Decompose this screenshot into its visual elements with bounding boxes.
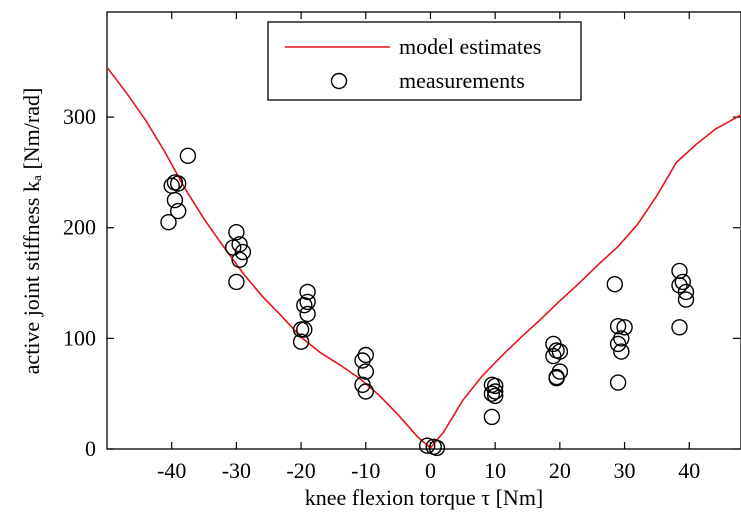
measurement-point bbox=[357, 383, 374, 400]
measurement-point bbox=[671, 277, 688, 294]
measurement-point bbox=[357, 363, 374, 380]
x-tick-label: -10 bbox=[351, 458, 380, 483]
measurement-point bbox=[483, 408, 501, 426]
legend-box bbox=[267, 21, 582, 101]
y-tick-label: 200 bbox=[63, 215, 96, 240]
axes-frame bbox=[106, 11, 741, 450]
measurement-point bbox=[677, 283, 695, 301]
measurement-point bbox=[299, 293, 316, 311]
measurement-point bbox=[606, 276, 623, 293]
measurement-point bbox=[354, 352, 371, 369]
measurement-point bbox=[677, 291, 695, 308]
measurement-point bbox=[548, 370, 565, 387]
y-tick-labels: 0 100 200 300 bbox=[63, 104, 96, 461]
legend-circle-swatch bbox=[330, 72, 348, 90]
measurement-point bbox=[179, 147, 197, 165]
measurement-point bbox=[487, 377, 504, 395]
measurement-point bbox=[299, 283, 316, 301]
x-tick-label: 10 bbox=[484, 458, 506, 483]
tick-marks bbox=[107, 12, 740, 450]
measurement-point bbox=[674, 273, 691, 291]
legend-label-model: model estimates bbox=[399, 34, 541, 59]
x-tick-label: 40 bbox=[678, 458, 700, 483]
x-tick-label: -20 bbox=[286, 458, 315, 483]
plot-frame bbox=[106, 11, 741, 450]
measurement-point bbox=[613, 343, 630, 360]
x-tick-label: 0 bbox=[425, 458, 436, 483]
y-tick-label: 0 bbox=[85, 436, 96, 461]
measurement-point bbox=[292, 333, 310, 350]
measurement-point bbox=[234, 243, 252, 261]
measurement-point bbox=[228, 273, 245, 291]
measurement-point bbox=[548, 368, 565, 386]
y-axis-title: active joint stiffness kₐ [Nm/rad] bbox=[19, 88, 44, 375]
y-tick-label: 100 bbox=[63, 325, 96, 350]
measurement-point bbox=[487, 387, 504, 405]
series-layer bbox=[106, 66, 741, 457]
measurement-point bbox=[419, 437, 436, 454]
legend-label-measurements: measurements bbox=[399, 68, 525, 93]
x-tick-label: -40 bbox=[157, 458, 186, 483]
measurement-point bbox=[483, 385, 501, 402]
measurement-point bbox=[296, 321, 313, 338]
measurement-point bbox=[609, 335, 627, 353]
x-tick-label: 20 bbox=[549, 458, 571, 483]
legend: model estimates measurements bbox=[267, 21, 582, 101]
measurement-point bbox=[357, 346, 374, 364]
measurement-point bbox=[169, 202, 187, 220]
measurement-point bbox=[299, 305, 316, 323]
measurement-point bbox=[671, 319, 688, 336]
measurement-point bbox=[609, 374, 627, 391]
x-axis-title: knee flexion torque τ [Nm] bbox=[305, 485, 544, 510]
measurement-point bbox=[616, 319, 633, 336]
y-tick-label: 300 bbox=[63, 104, 96, 129]
measurement-point bbox=[671, 262, 688, 280]
measurement-point bbox=[609, 318, 627, 335]
model-estimates-line bbox=[106, 66, 741, 450]
measurement-point bbox=[487, 383, 504, 400]
measurement-point bbox=[160, 213, 177, 231]
x-tick-label: -30 bbox=[222, 458, 251, 483]
measurement-point bbox=[166, 191, 184, 209]
measurement-point bbox=[166, 174, 184, 191]
measurement-point bbox=[545, 347, 562, 365]
measurement-point bbox=[428, 439, 446, 457]
x-tick-label: 30 bbox=[614, 458, 636, 483]
measurement-point bbox=[296, 297, 313, 314]
x-tick-labels: -40 -30 -20 -10 0 10 20 30 40 bbox=[157, 458, 700, 483]
measurement-point bbox=[231, 251, 248, 268]
measurement-point bbox=[228, 223, 245, 241]
